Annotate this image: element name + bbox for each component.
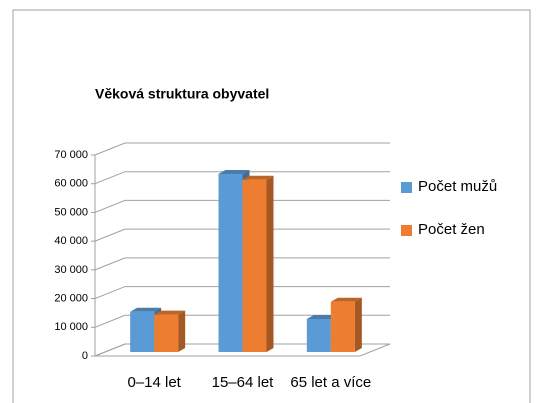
bar-top bbox=[154, 310, 186, 315]
bar bbox=[154, 314, 179, 352]
bar bbox=[306, 318, 331, 352]
bar-side bbox=[178, 310, 186, 352]
bar-side bbox=[354, 297, 362, 352]
legend-swatch bbox=[401, 225, 412, 236]
legend-label: Počet mužů bbox=[418, 178, 497, 195]
bar-side bbox=[266, 175, 274, 352]
bar-top bbox=[242, 175, 274, 180]
y-tick-label: 30 000 bbox=[54, 264, 88, 276]
y-tick-label: 40 000 bbox=[54, 235, 88, 247]
grid-line bbox=[94, 257, 390, 271]
grid-line bbox=[94, 199, 390, 213]
y-tick-label: 60 000 bbox=[54, 178, 88, 190]
bar-top bbox=[218, 169, 250, 174]
bar-top bbox=[306, 314, 338, 319]
y-tick-label: 20 000 bbox=[54, 292, 88, 304]
bar-top bbox=[130, 307, 162, 312]
y-tick-label: 50 000 bbox=[54, 206, 88, 218]
bar bbox=[330, 301, 355, 352]
grid-line bbox=[94, 228, 390, 242]
grid-line bbox=[94, 343, 390, 357]
x-tick-label: 15–64 let bbox=[212, 374, 275, 391]
x-tick-label: 0–14 let bbox=[127, 374, 181, 391]
grid-line bbox=[94, 286, 390, 300]
grid-line bbox=[94, 171, 390, 185]
chart-title: Věková struktura obyvatel bbox=[95, 86, 269, 102]
y-tick-label: 70 000 bbox=[54, 149, 88, 161]
bar-top bbox=[330, 297, 362, 302]
y-tick-label: 10 000 bbox=[54, 321, 88, 333]
bar bbox=[218, 173, 243, 352]
frame bbox=[12, 9, 531, 403]
bar bbox=[130, 311, 155, 352]
y-tick-label: 0 bbox=[82, 350, 88, 362]
legend-swatch bbox=[401, 182, 412, 193]
bar bbox=[242, 179, 267, 352]
grid-line bbox=[94, 142, 390, 156]
grid-line bbox=[94, 314, 390, 328]
legend-label: Počet žen bbox=[418, 221, 485, 238]
x-tick-label: 65 let a více bbox=[290, 374, 371, 391]
